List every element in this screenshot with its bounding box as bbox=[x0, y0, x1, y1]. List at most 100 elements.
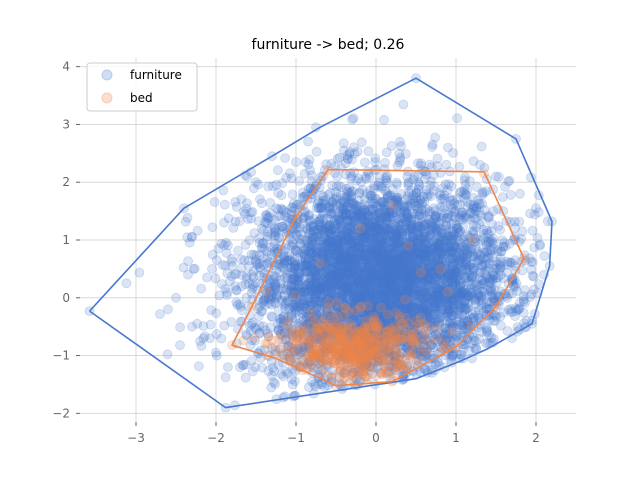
furniture-point bbox=[306, 236, 316, 246]
furniture-point bbox=[274, 344, 285, 355]
furniture-point bbox=[359, 250, 370, 261]
furniture-point bbox=[402, 348, 413, 359]
furniture-point bbox=[361, 358, 372, 369]
furniture-point bbox=[308, 268, 319, 279]
furniture-point bbox=[270, 378, 281, 389]
furniture-point bbox=[401, 333, 412, 344]
furniture-point bbox=[432, 286, 443, 297]
furniture-point bbox=[240, 372, 251, 383]
furniture-point bbox=[228, 222, 239, 233]
furniture-point bbox=[364, 172, 375, 183]
furniture-point bbox=[327, 180, 338, 191]
furniture-point bbox=[364, 276, 375, 287]
furniture-point bbox=[475, 234, 486, 245]
furniture-point bbox=[390, 270, 401, 281]
furniture-point bbox=[377, 268, 388, 279]
furniture-point bbox=[393, 197, 404, 208]
furniture-point bbox=[420, 290, 431, 301]
furniture-point bbox=[379, 312, 390, 323]
furniture-point bbox=[327, 288, 338, 299]
furniture-point bbox=[438, 283, 449, 294]
furniture-point bbox=[333, 243, 343, 254]
furniture-point bbox=[400, 322, 411, 333]
furniture-point bbox=[356, 137, 367, 148]
furniture-point bbox=[355, 228, 366, 239]
furniture-point bbox=[326, 225, 337, 236]
furniture-point bbox=[339, 238, 350, 249]
furniture-point bbox=[450, 266, 461, 277]
furniture-point bbox=[458, 302, 469, 313]
furniture-point bbox=[327, 292, 338, 302]
furniture-point bbox=[318, 279, 329, 290]
furniture-point bbox=[375, 225, 386, 235]
furniture-point bbox=[450, 255, 461, 266]
furniture-point bbox=[414, 286, 425, 297]
furniture-point bbox=[318, 331, 329, 342]
furniture-point bbox=[484, 277, 495, 288]
furniture-point bbox=[211, 308, 222, 319]
furniture-point bbox=[353, 264, 363, 275]
furniture-point bbox=[328, 324, 339, 335]
furniture-point bbox=[410, 302, 420, 313]
furniture-point bbox=[387, 287, 398, 298]
furniture-point bbox=[382, 237, 393, 248]
furniture-point bbox=[403, 273, 414, 284]
furniture-point bbox=[358, 333, 369, 344]
furniture-point bbox=[310, 269, 321, 280]
furniture-point bbox=[401, 209, 412, 220]
furniture-point bbox=[327, 262, 338, 273]
furniture-point bbox=[295, 340, 306, 351]
furniture-point bbox=[277, 221, 287, 232]
furniture-point bbox=[380, 230, 391, 241]
furniture-point bbox=[365, 307, 376, 318]
furniture-point bbox=[435, 223, 446, 234]
furniture-point bbox=[446, 323, 457, 334]
furniture-point bbox=[491, 256, 502, 267]
furniture-point bbox=[337, 235, 348, 246]
furniture-point bbox=[448, 306, 459, 317]
furniture-point bbox=[454, 254, 465, 265]
furniture-point bbox=[385, 243, 395, 254]
furniture-point bbox=[287, 202, 298, 213]
furniture-point bbox=[450, 280, 461, 291]
furniture-point bbox=[324, 245, 335, 255]
furniture-point bbox=[273, 204, 284, 215]
furniture-point bbox=[339, 201, 349, 212]
furniture-point bbox=[358, 329, 369, 339]
furniture-point bbox=[347, 230, 358, 241]
furniture-point bbox=[456, 290, 467, 301]
furniture-point bbox=[316, 278, 327, 288]
furniture-point bbox=[302, 266, 313, 277]
furniture-point bbox=[309, 379, 320, 390]
furniture-point bbox=[315, 284, 326, 295]
furniture-point bbox=[433, 275, 444, 286]
furniture-point bbox=[396, 270, 406, 281]
furniture-point bbox=[438, 211, 449, 222]
furniture-point bbox=[327, 242, 338, 253]
furniture-point bbox=[458, 315, 469, 325]
furniture-point bbox=[424, 208, 435, 219]
furniture-point bbox=[399, 295, 410, 306]
furniture-point bbox=[394, 323, 405, 334]
furniture-point bbox=[426, 340, 437, 351]
furniture-point bbox=[329, 336, 339, 347]
furniture-point bbox=[367, 248, 377, 259]
furniture-point bbox=[321, 344, 331, 355]
furniture-point bbox=[305, 261, 316, 272]
furniture-point bbox=[402, 280, 412, 291]
furniture-point bbox=[311, 302, 322, 313]
furniture-point bbox=[476, 141, 487, 152]
furniture-point bbox=[468, 202, 479, 213]
furniture-point bbox=[357, 336, 368, 347]
furniture-point bbox=[383, 227, 394, 238]
furniture-point bbox=[281, 334, 292, 345]
furniture-point bbox=[320, 299, 331, 309]
furniture-point bbox=[362, 302, 373, 313]
furniture-point bbox=[379, 250, 390, 261]
furniture-point bbox=[450, 267, 461, 278]
furniture-point bbox=[478, 253, 489, 264]
furniture-point bbox=[189, 263, 200, 274]
furniture-point bbox=[300, 211, 311, 222]
furniture-point bbox=[346, 225, 357, 236]
furniture-point bbox=[368, 269, 379, 280]
